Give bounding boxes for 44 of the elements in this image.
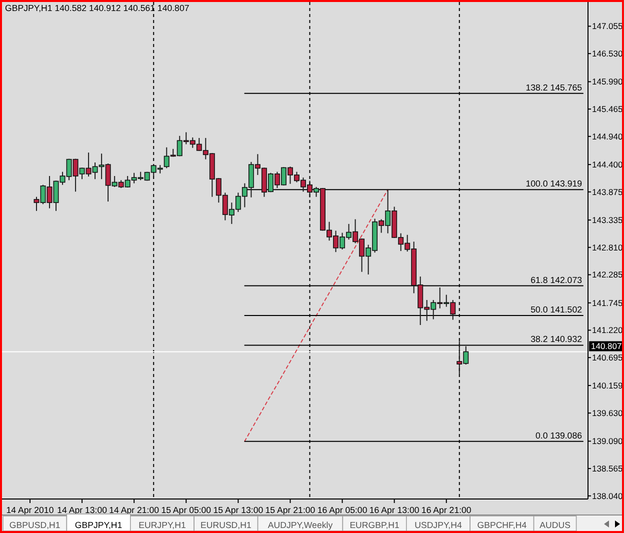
y-tick-label: 142.810 bbox=[592, 242, 623, 252]
y-tick-label: 138.565 bbox=[592, 464, 623, 474]
y-tick-label: 147.055 bbox=[592, 21, 623, 32]
text: EURJPY,H1 bbox=[138, 520, 186, 530]
legend-label: 50.0 141.502 bbox=[530, 304, 582, 315]
series-label: 100.0 143.919 bbox=[526, 178, 582, 189]
line-series bbox=[244, 189, 388, 442]
y-tick-label: 141.220 bbox=[592, 325, 623, 336]
x-tick-label: 16 Apr 05:00 bbox=[317, 505, 368, 515]
x-tick-label: 16 Apr 13:00 bbox=[369, 505, 420, 515]
text: EURGBP,H1 bbox=[350, 520, 400, 530]
y-tick-label: 145.990 bbox=[592, 76, 623, 87]
y-tick-label: 145.465 bbox=[592, 104, 623, 114]
y-tick-label: 144.400 bbox=[592, 160, 623, 170]
text: USDJPY,H4 bbox=[414, 520, 462, 530]
text: AUDJPY,Weekly bbox=[268, 520, 334, 530]
series-label: 0.0 139.086 bbox=[536, 430, 582, 440]
y-tick-label: 143.335 bbox=[592, 215, 623, 226]
text: GBPUSD,H1 bbox=[9, 520, 60, 530]
chart-title: GBPJPY,H1 140.582 140.912 140.561 140.807 bbox=[5, 3, 190, 13]
y-tick-label: 141.745 bbox=[592, 298, 623, 308]
y-tick-label: 139.090 bbox=[592, 436, 623, 446]
x-tick-label: 15 Apr 13:00 bbox=[213, 505, 264, 515]
y-tick-label: 142.285 bbox=[592, 270, 623, 280]
legend-label: 138.2 145.765 bbox=[526, 82, 582, 92]
y-tick-label: 144.940 bbox=[592, 131, 623, 142]
text: EURUSD,H1 bbox=[200, 520, 252, 530]
x-tick-label: 14 Apr 21:00 bbox=[109, 505, 160, 515]
x-tick-label: 15 Apr 05:00 bbox=[161, 505, 212, 515]
x-tick-label: 16 Apr 21:00 bbox=[421, 505, 472, 515]
y-tick-label: 140.159 bbox=[592, 380, 623, 390]
text: GBPCHF,H4 bbox=[477, 520, 527, 530]
y-tick-label: 143.875 bbox=[592, 186, 623, 197]
x-tick-label: 14 Apr 13:00 bbox=[57, 505, 108, 515]
y-tick-label: 140.695 bbox=[592, 352, 623, 363]
legend-label: 38.2 140.932 bbox=[530, 334, 582, 344]
legend-label: 61.8 142.073 bbox=[530, 274, 582, 285]
x-tick-label: 15 Apr 21:00 bbox=[265, 505, 316, 515]
y-tick-label: 138.040 bbox=[592, 490, 623, 501]
text: GBPJPY,H1 bbox=[74, 520, 122, 530]
y-tick-label: 146.530 bbox=[592, 48, 623, 59]
y-tick-label: 139.630 bbox=[592, 408, 623, 418]
x-tick-label: 14 Apr 2010 bbox=[6, 505, 54, 515]
text: AUDUS bbox=[540, 520, 571, 530]
